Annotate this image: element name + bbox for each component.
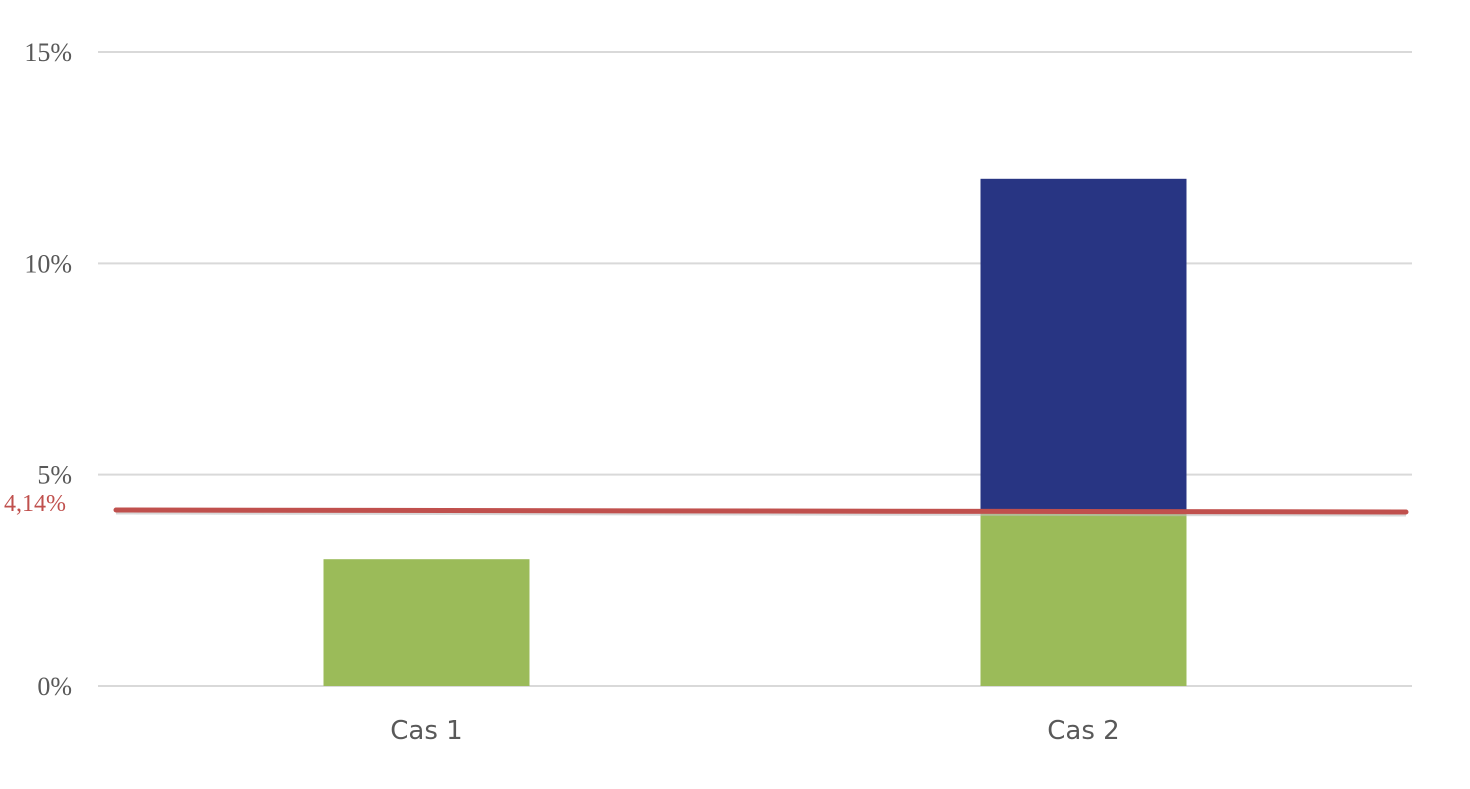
x-tick-label: Cas 1 [390,716,462,746]
bars [323,178,1187,686]
reference-line-label: 4,14% [4,491,66,517]
y-tick-label: 15% [24,38,72,67]
bar-cas-2-segment-2 [980,178,1187,512]
y-tick-label: 5% [37,461,72,490]
reference-line-group: 4,14% [4,491,1409,517]
reference-line [113,507,1409,515]
y-axis-labels: 0% 5% 10% 15% [24,38,72,701]
x-axis-labels: Cas 1 Cas 2 [390,716,1119,746]
y-tick-label: 0% [37,672,72,701]
gridlines [98,51,1412,687]
bar-cas-1-segment-1 [323,559,530,686]
x-tick-label: Cas 2 [1047,716,1119,746]
y-tick-label: 10% [24,249,72,278]
bar-cas-2-segment-1 [980,511,1187,686]
